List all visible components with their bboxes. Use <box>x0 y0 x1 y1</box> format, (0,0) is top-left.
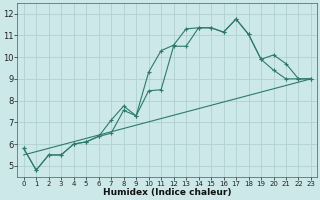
X-axis label: Humidex (Indice chaleur): Humidex (Indice chaleur) <box>103 188 232 197</box>
